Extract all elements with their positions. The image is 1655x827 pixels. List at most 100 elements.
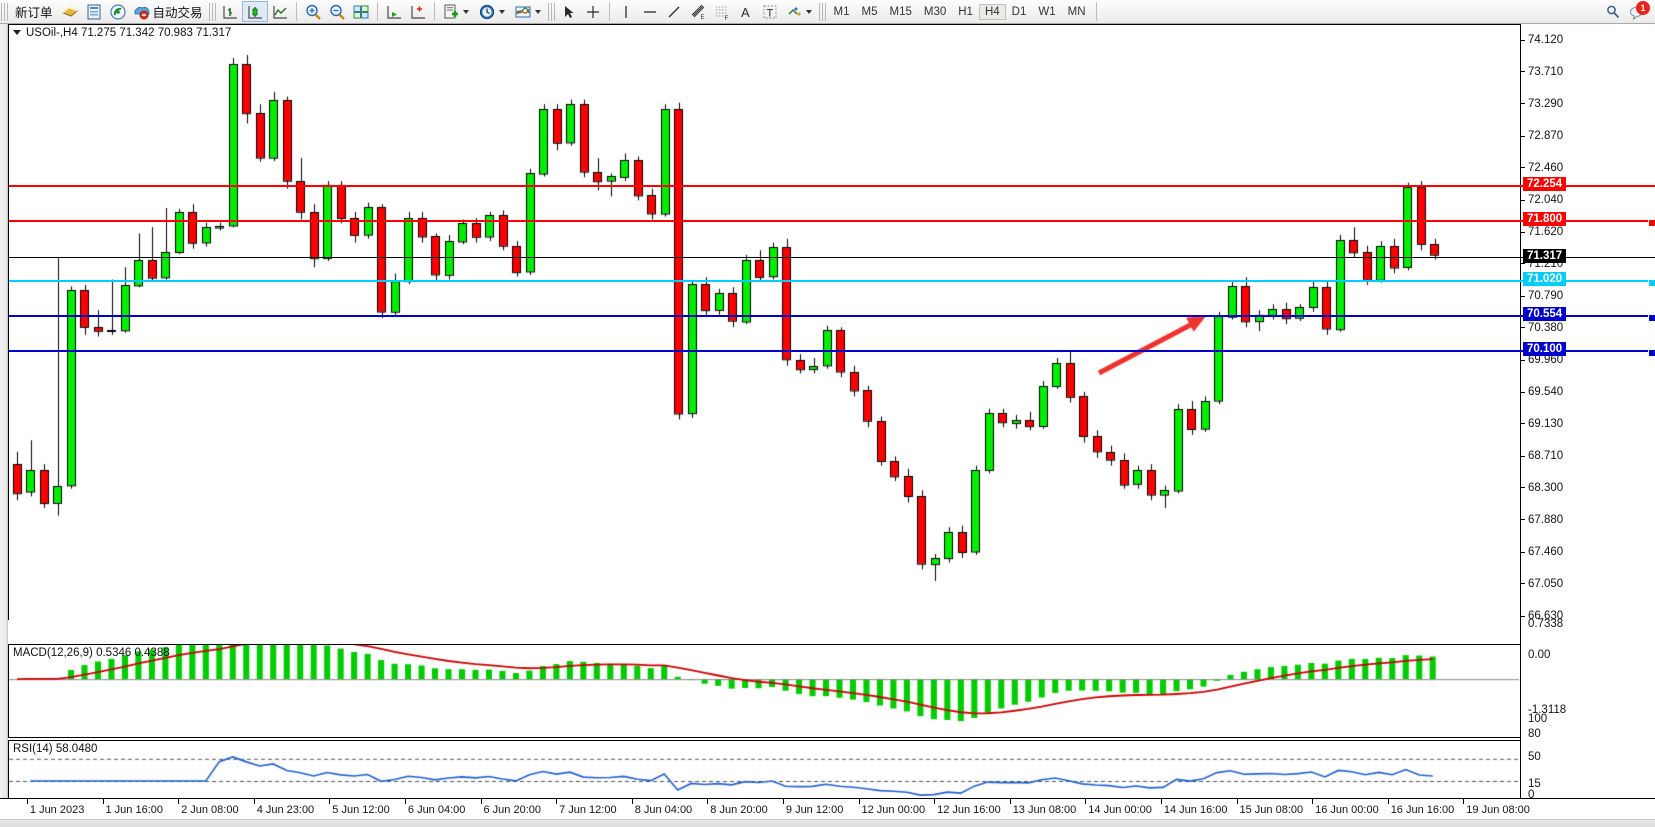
toolbar-grip[interactable] bbox=[1, 2, 8, 21]
candlestick-chart-button[interactable] bbox=[241, 1, 268, 22]
toolbar-separator-1 bbox=[295, 2, 297, 21]
timeframe-m1[interactable]: M1 bbox=[833, 5, 850, 18]
objects-icon bbox=[788, 6, 801, 16]
chart-area[interactable]: USOil-,H4 71.275 71.342 70.983 71.317 MA… bbox=[0, 24, 1655, 822]
price-tick: 69.960 bbox=[1521, 354, 1563, 366]
resistance-level-2-handle[interactable] bbox=[1648, 218, 1655, 227]
tile-windows-button[interactable] bbox=[349, 1, 373, 22]
trendline-button[interactable] bbox=[662, 1, 686, 22]
zoom-in-button[interactable] bbox=[301, 1, 325, 22]
price-tick: 66.630 bbox=[1521, 610, 1563, 622]
templates-button[interactable] bbox=[439, 1, 475, 22]
text-label-button[interactable]: T bbox=[758, 1, 782, 22]
tile-windows-icon bbox=[353, 5, 368, 18]
time-axis-label: 8 Jun 20:00 bbox=[710, 804, 768, 816]
last-price-tag[interactable]: 71.317 bbox=[1523, 248, 1567, 263]
macd-pane[interactable]: MACD(12,26,9) 0.5346 0.4388 bbox=[8, 644, 1655, 738]
autotrading-label: 自动交易 bbox=[152, 6, 203, 20]
indicators-icon bbox=[515, 6, 531, 17]
horizontal-line-button[interactable] bbox=[638, 1, 662, 22]
support-level-1-handle[interactable] bbox=[1648, 314, 1655, 323]
support-level-2-handle[interactable] bbox=[1648, 349, 1655, 358]
main-toolbar: 新订单 bbox=[0, 0, 1655, 24]
time-tick bbox=[1160, 799, 1162, 804]
objects-button[interactable] bbox=[782, 1, 818, 22]
period-chevron-down-icon[interactable] bbox=[498, 9, 505, 14]
fibonacci-button[interactable]: F bbox=[710, 1, 734, 22]
equidistant-channel-button[interactable]: E bbox=[686, 1, 710, 22]
chart-shift-icon bbox=[386, 5, 401, 19]
support-level-1-line[interactable] bbox=[9, 314, 1655, 323]
timeframe-m30[interactable]: M30 bbox=[923, 5, 947, 18]
current-level-tag[interactable]: 71.020 bbox=[1523, 271, 1567, 286]
timeframe-d1[interactable]: D1 bbox=[1011, 5, 1027, 18]
timeframe-m15[interactable]: M15 bbox=[889, 5, 912, 18]
current-level-line[interactable] bbox=[9, 278, 1655, 287]
price-tick: 74.120 bbox=[1521, 34, 1563, 46]
price-scale[interactable]: 74.120 73.710 73.290 72.870 72.460 72.040 71.6… bbox=[1520, 24, 1655, 804]
resistance-level-2-tag[interactable]: 71.800 bbox=[1523, 211, 1567, 226]
auto-scroll-button[interactable] bbox=[406, 1, 430, 22]
toolbar-grip-2[interactable] bbox=[208, 2, 216, 21]
horizontal-line-icon bbox=[643, 10, 656, 13]
last-price-line[interactable] bbox=[9, 256, 1655, 258]
chart-title: USOil-,H4 71.275 71.342 70.983 71.317 bbox=[13, 27, 231, 39]
line-chart-button[interactable] bbox=[268, 1, 292, 22]
data-window-button[interactable] bbox=[82, 1, 106, 22]
notification-button[interactable]: 1 bbox=[1625, 0, 1650, 22]
period-button[interactable] bbox=[475, 1, 511, 22]
new-order-button[interactable]: 新订单 bbox=[10, 1, 58, 22]
chart-grip[interactable] bbox=[0, 24, 8, 804]
data-window-icon bbox=[87, 4, 101, 19]
collapse-triangle-icon[interactable] bbox=[13, 30, 21, 36]
indicators-chevron-down-icon[interactable] bbox=[534, 9, 541, 14]
toolbar-grip-4[interactable] bbox=[818, 2, 826, 21]
search-button[interactable] bbox=[1601, 1, 1625, 22]
notification-count: 1 bbox=[1636, 0, 1650, 15]
expert-advisor-button[interactable] bbox=[58, 1, 82, 22]
text-label-icon: T bbox=[763, 5, 776, 19]
cursor-button[interactable] bbox=[557, 1, 581, 22]
signals-button[interactable] bbox=[106, 1, 130, 22]
support-level-2-line[interactable] bbox=[9, 349, 1655, 358]
vertical-line-button[interactable] bbox=[614, 1, 638, 22]
resistance-level-1-tag[interactable]: 72.254 bbox=[1523, 176, 1567, 191]
chart-title-text: USOil-,H4 71.275 71.342 70.983 71.317 bbox=[26, 27, 232, 39]
toolbar-separator-5 bbox=[1095, 2, 1097, 21]
timeframe-h4[interactable]: H4 bbox=[978, 3, 1006, 20]
indicators-button[interactable] bbox=[511, 1, 547, 22]
current-level-handle[interactable] bbox=[1648, 278, 1655, 287]
candlestick-canvas[interactable] bbox=[9, 25, 1521, 621]
new-order-label: 新订单 bbox=[15, 6, 53, 20]
bar-chart-button[interactable] bbox=[218, 1, 242, 22]
support-level-2-tag[interactable]: 70.100 bbox=[1523, 342, 1567, 357]
search-icon bbox=[1607, 5, 1620, 18]
timeframe-m5[interactable]: M5 bbox=[861, 5, 878, 18]
time-axis-label: 19 Jun 08:00 bbox=[1466, 804, 1530, 816]
objects-chevron-down-icon[interactable] bbox=[805, 9, 812, 14]
time-axis-label: 5 Jun 12:00 bbox=[332, 804, 390, 816]
crosshair-button[interactable] bbox=[581, 1, 605, 22]
support-level-1-tag[interactable]: 70.554 bbox=[1523, 307, 1567, 322]
price-tick: 71.620 bbox=[1521, 226, 1563, 238]
timeframe-w1[interactable]: W1 bbox=[1038, 5, 1056, 18]
price-pane[interactable]: USOil-,H4 71.275 71.342 70.983 71.317 bbox=[8, 24, 1655, 621]
time-axis-label: 6 Jun 20:00 bbox=[483, 804, 542, 816]
zoom-out-button[interactable] bbox=[325, 1, 349, 22]
window-bottom-bar bbox=[0, 819, 1655, 827]
chart-shift-button[interactable] bbox=[382, 1, 406, 22]
resistance-level-1-line[interactable] bbox=[9, 184, 1655, 187]
timeframe-mn[interactable]: MN bbox=[1067, 5, 1086, 18]
time-axis-label: 12 Jun 16:00 bbox=[937, 804, 1001, 816]
autotrading-button[interactable]: 自动交易 bbox=[130, 1, 208, 22]
timeframe-h1[interactable]: H1 bbox=[958, 5, 973, 18]
price-tick: 72.040 bbox=[1521, 194, 1563, 206]
resistance-level-2-line[interactable] bbox=[9, 218, 1655, 227]
time-tick bbox=[480, 799, 482, 804]
toolbar-grip-3[interactable] bbox=[547, 2, 555, 21]
text-button[interactable]: A bbox=[734, 1, 758, 22]
time-axis-label: 6 Jun 04:00 bbox=[407, 804, 466, 816]
crosshair-icon bbox=[586, 5, 599, 18]
templates-chevron-down-icon[interactable] bbox=[462, 9, 469, 14]
